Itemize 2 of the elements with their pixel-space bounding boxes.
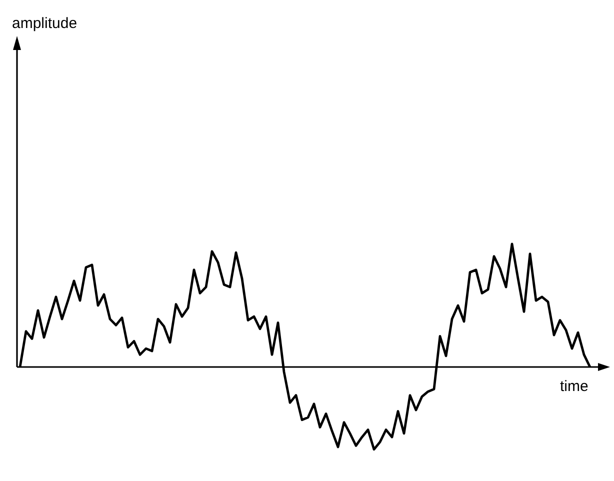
x-axis-title: time — [560, 378, 588, 395]
text: amplitude — [12, 15, 78, 32]
